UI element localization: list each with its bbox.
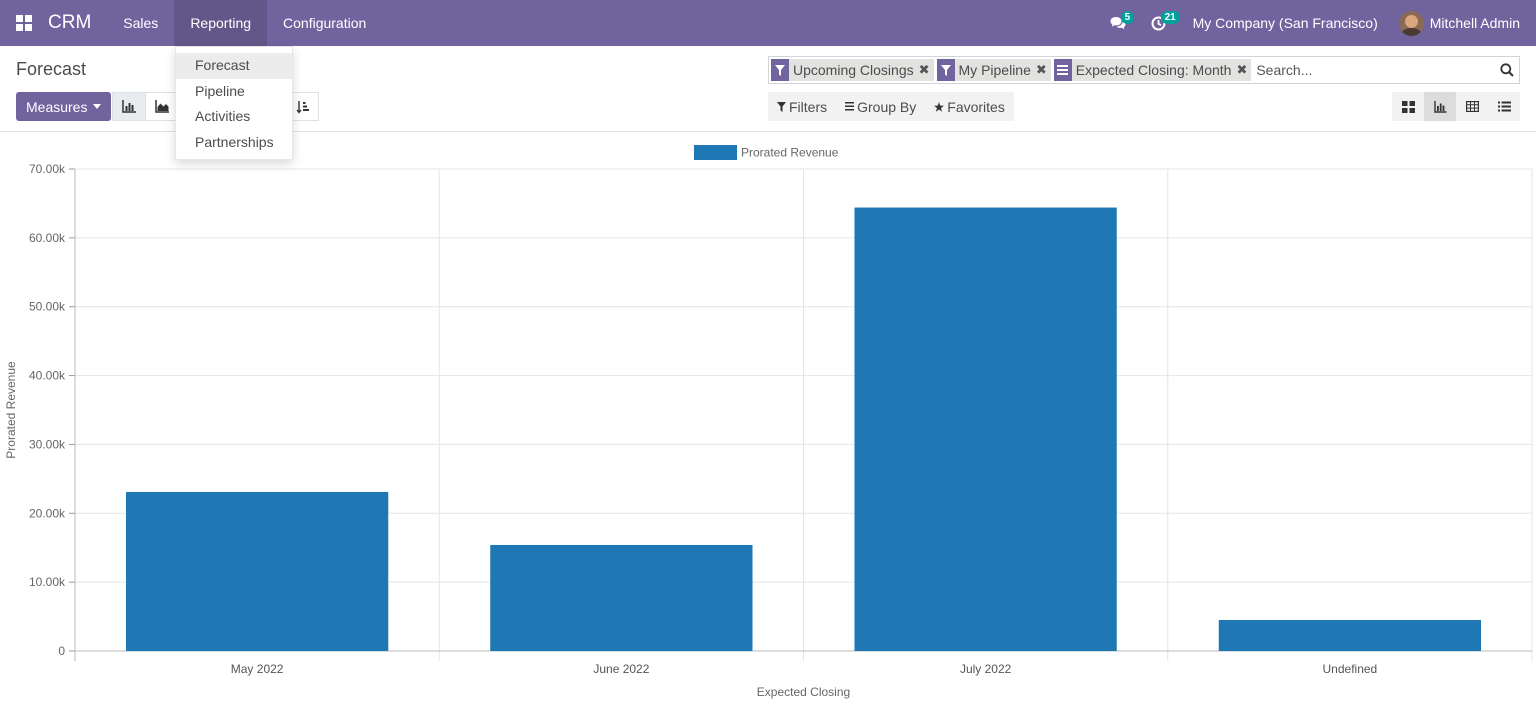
menu-item-forecast[interactable]: Forecast	[176, 53, 292, 79]
apps-menu-icon[interactable]	[0, 0, 48, 46]
sort-amount-icon	[295, 100, 309, 114]
remove-facet-icon[interactable]: ✖	[1236, 62, 1248, 77]
top-navbar: CRM Sales Reporting Configuration 5 21 M…	[0, 0, 1536, 46]
graph-view: 0 10.00k 20.00k 30.00k 40.00k 50.00k 60.00k 70.…	[0, 133, 1536, 703]
bar-chart: 0 10.00k 20.00k 30.00k 40.00k 50.00k 60.00k 70.…	[4, 145, 1533, 699]
bar-chart-icon	[1433, 100, 1446, 113]
activities-badge: 21	[1160, 11, 1180, 24]
remove-facet-icon[interactable]: ✖	[918, 62, 930, 77]
filter-icon	[771, 59, 789, 81]
menu-configuration[interactable]: Configuration	[283, 15, 367, 31]
y-tick-label: 0	[58, 644, 65, 658]
messages-button[interactable]: 5	[1099, 0, 1139, 46]
table-icon	[1465, 101, 1479, 112]
view-switcher	[1392, 92, 1520, 121]
app-brand[interactable]: CRM	[48, 12, 92, 33]
user-name: Mitchell Admin	[1429, 15, 1520, 31]
facet-my-pipeline: My Pipeline ✖	[936, 59, 1051, 81]
y-tick-label: 60.00k	[29, 231, 66, 245]
facet-upcoming-closings: Upcoming Closings ✖	[771, 59, 934, 81]
filter-icon	[936, 59, 955, 81]
measures-button[interactable]: Measures	[16, 92, 112, 121]
x-tick-label: June 2022	[593, 662, 649, 676]
measures-label: Measures	[26, 98, 88, 115]
bar	[854, 207, 1117, 651]
y-tick-label: 10.00k	[29, 575, 66, 589]
group-by-label: Group By	[857, 98, 917, 115]
y-axis-title: Prorated Revenue	[4, 361, 18, 459]
y-tick-label: 40.00k	[29, 369, 66, 383]
chart-type-group	[112, 92, 179, 121]
facet-label: Upcoming Closings	[793, 62, 914, 78]
activities-button[interactable]: 21	[1139, 0, 1180, 46]
pivot-view-button[interactable]	[1456, 92, 1488, 121]
graph-view-button[interactable]	[1424, 92, 1456, 121]
x-tick-label: May 2022	[231, 662, 284, 676]
favorites-label: Favorites	[947, 98, 1005, 115]
y-tick-label: 30.00k	[29, 437, 66, 451]
list-view-button[interactable]	[1488, 92, 1520, 121]
search-icon[interactable]	[1495, 63, 1519, 77]
remove-facet-icon[interactable]: ✖	[1035, 62, 1047, 77]
x-axis-title: Expected Closing	[757, 685, 850, 699]
list-icon	[1497, 101, 1511, 112]
page-title: Forecast	[16, 59, 87, 79]
filter-icon	[777, 101, 786, 112]
group-by-icon	[1053, 59, 1072, 81]
x-tick-label: July 2022	[960, 662, 1012, 676]
line-chart-button[interactable]	[145, 92, 179, 121]
company-switcher[interactable]: My Company (San Francisco)	[1192, 15, 1378, 31]
reporting-dropdown: Forecast Pipeline Activities Partnership…	[175, 46, 293, 160]
user-menu[interactable]: Mitchell Admin	[1398, 10, 1536, 36]
menu-item-pipeline[interactable]: Pipeline	[195, 82, 245, 99]
facet-label: My Pipeline	[958, 62, 1031, 78]
kanban-view-button[interactable]	[1392, 92, 1424, 121]
kanban-icon	[1401, 100, 1415, 113]
x-tick-label: Undefined	[1323, 662, 1378, 676]
star-icon	[934, 101, 945, 112]
menu-sales[interactable]: Sales	[123, 15, 159, 31]
menu-item-partnerships[interactable]: Partnerships	[195, 133, 274, 150]
menu-item-activities[interactable]: Activities	[195, 108, 251, 124]
search-bar: Upcoming Closings ✖ My Pipeline ✖ Expect…	[768, 56, 1520, 84]
bar-chart-button[interactable]	[112, 92, 146, 121]
bars-icon	[845, 102, 855, 111]
bar-chart-icon	[121, 100, 136, 113]
search-input[interactable]	[1254, 58, 1495, 82]
facet-label: Expected Closing: Month	[1075, 62, 1232, 78]
area-chart-icon	[154, 100, 169, 113]
caret-down-icon	[93, 104, 102, 109]
filters-button[interactable]: Filters	[774, 99, 830, 115]
messages-badge: 5	[1120, 11, 1135, 24]
bar	[1218, 620, 1482, 651]
favorites-button[interactable]: Favorites	[931, 99, 1008, 115]
y-tick-label: 70.00k	[29, 162, 66, 176]
menu-reporting[interactable]: Reporting	[174, 0, 268, 46]
filters-label: Filters	[789, 98, 828, 115]
avatar	[1398, 10, 1424, 36]
bar	[125, 491, 389, 651]
legend-swatch	[694, 145, 737, 160]
facet-expected-closing-month: Expected Closing: Month ✖	[1053, 59, 1252, 81]
filter-bar: Filters Group By Favorites	[768, 92, 1014, 121]
y-tick-label: 50.00k	[29, 300, 66, 314]
group-by-button[interactable]: Group By	[842, 99, 919, 115]
bar	[490, 544, 753, 651]
y-tick-label: 20.00k	[29, 506, 66, 520]
legend-label: Prorated Revenue	[741, 146, 839, 160]
